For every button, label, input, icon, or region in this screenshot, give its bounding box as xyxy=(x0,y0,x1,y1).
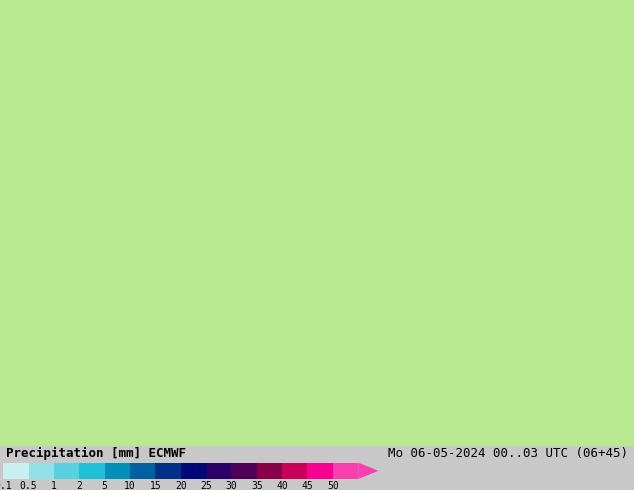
Text: 2: 2 xyxy=(76,481,82,490)
Text: 5: 5 xyxy=(101,481,108,490)
Bar xyxy=(206,463,231,479)
Text: 0.1: 0.1 xyxy=(0,481,12,490)
Bar xyxy=(282,463,307,479)
Bar xyxy=(333,463,358,479)
Text: 20: 20 xyxy=(175,481,186,490)
Bar xyxy=(181,463,206,479)
Bar xyxy=(54,463,79,479)
Text: 45: 45 xyxy=(302,481,313,490)
Text: 15: 15 xyxy=(150,481,161,490)
Bar xyxy=(307,463,333,479)
Text: 35: 35 xyxy=(251,481,262,490)
Bar xyxy=(257,463,282,479)
Bar xyxy=(3,463,29,479)
Bar xyxy=(231,463,257,479)
Text: 25: 25 xyxy=(200,481,212,490)
Text: 10: 10 xyxy=(124,481,136,490)
Polygon shape xyxy=(358,463,378,479)
Text: Precipitation [mm] ECMWF: Precipitation [mm] ECMWF xyxy=(6,447,186,460)
Text: 50: 50 xyxy=(327,481,339,490)
Bar xyxy=(79,463,105,479)
Text: 30: 30 xyxy=(226,481,237,490)
Text: Mo 06-05-2024 00..03 UTC (06+45): Mo 06-05-2024 00..03 UTC (06+45) xyxy=(387,447,628,460)
Bar xyxy=(155,463,181,479)
Text: 40: 40 xyxy=(276,481,288,490)
Text: 1: 1 xyxy=(51,481,57,490)
Text: 0.5: 0.5 xyxy=(20,481,37,490)
Bar xyxy=(130,463,155,479)
Bar xyxy=(29,463,54,479)
Bar xyxy=(105,463,130,479)
